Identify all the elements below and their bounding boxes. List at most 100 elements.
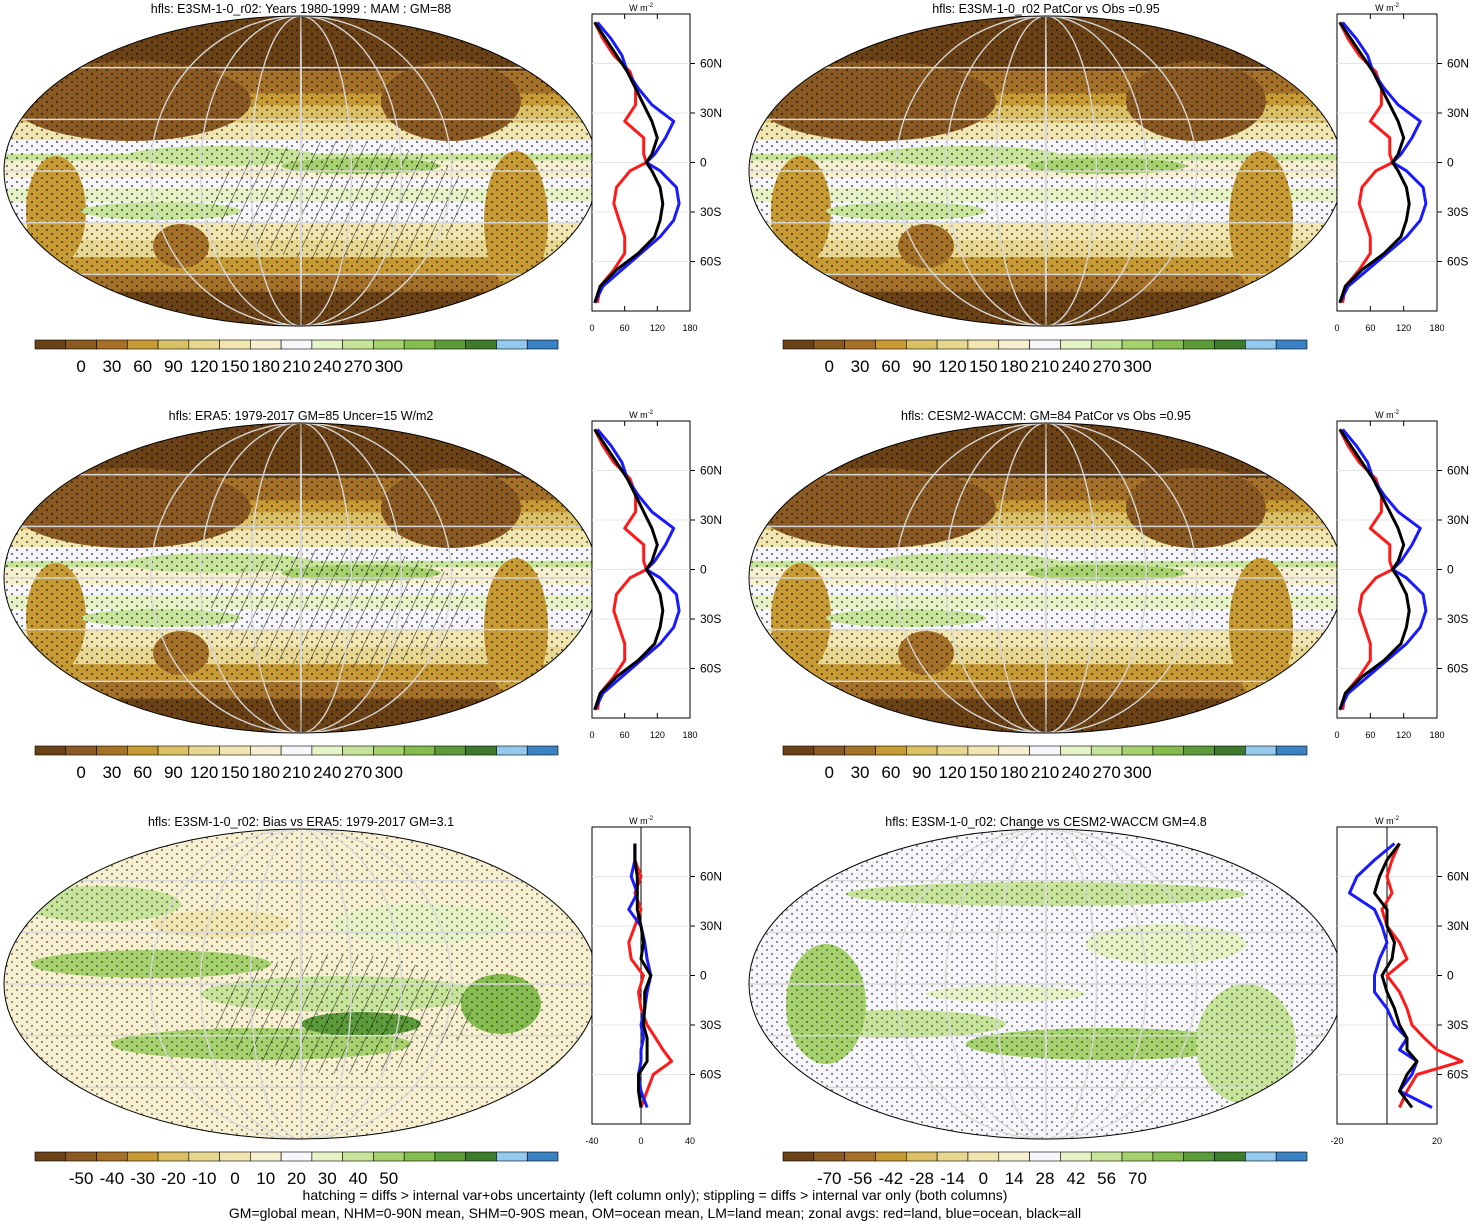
hatching: [211, 954, 471, 1074]
graticule-lon: [1044, 829, 1048, 1139]
colorbar-swatch: [782, 745, 815, 756]
graticule-lon: [149, 423, 453, 733]
colorbar-swatch: [1121, 745, 1154, 756]
colorbar-1: 0 30 60 90 120 150 180 210 240 270 300: [34, 339, 559, 376]
zonal-unit-exponent: -2: [648, 816, 654, 822]
colorbar-tick-label: -56: [848, 1169, 873, 1188]
colorbar-swatch: [998, 745, 1030, 756]
colorbar-tick-label: 150: [969, 357, 997, 376]
colorbar-tick-label: 30: [318, 1169, 337, 1188]
zonal-plot-2: W m-2 60N 30N 0 30S 60S 0 60 120 180: [1334, 3, 1469, 333]
colorbar-tick-label: 270: [344, 357, 372, 376]
colorbar-tick-label: 240: [313, 763, 341, 782]
zonal-xtick-label: 20: [1432, 1136, 1442, 1146]
colorbar-swatch: [157, 1151, 190, 1162]
graticule-lon: [894, 829, 1198, 1139]
colorbar-swatch: [34, 1151, 67, 1162]
colorbar-swatch: [875, 339, 907, 350]
zonal-unit-label: W m-2: [1375, 816, 1399, 826]
colorbar-swatch: [1245, 1151, 1277, 1162]
zonal-curve-black: [1373, 842, 1419, 1109]
zonal-plot-1: W m-2 60N 30N 0 30S 60S 0 60 120 180: [589, 3, 722, 333]
zonal-ytick-label: 0: [1447, 156, 1454, 170]
colorbar-swatch: [434, 1151, 467, 1162]
panel-title-4: hfls: CESM2-WACCM: GM=84 PatCor vs Obs =…: [901, 409, 1191, 423]
colorbar-swatch: [526, 339, 559, 350]
zonal-plot-4: W m-2 60N 30N 0 30S 60S 0 60 120 180: [1334, 410, 1469, 740]
colorbar-swatch: [65, 1151, 97, 1162]
zonal-xtick-label: 60: [620, 323, 630, 333]
panel-title-1: hfls: E3SM-1-0_r02: Years 1980-1999 : MA…: [150, 2, 452, 16]
colorbar-tick-label: 270: [1092, 357, 1120, 376]
zonal-ytick-label: 0: [700, 156, 707, 170]
colorbar-tick-label: 120: [190, 763, 218, 782]
colorbar-tick-label: -10: [192, 1169, 217, 1188]
colorbar-3: 0 30 60 90 120 150 180 210 240 270 300: [34, 745, 559, 782]
colorbar-tick-label: 40: [349, 1169, 368, 1188]
colorbar-swatch: [967, 745, 1000, 756]
zonal-xtick-label: 0: [1334, 323, 1339, 333]
colorbar-swatch: [998, 339, 1030, 350]
colorbar-tick-label: -30: [130, 1169, 155, 1188]
zonal-curve-black: [593, 428, 665, 711]
colorbar-swatch: [905, 339, 938, 350]
colorbar-swatch: [1029, 745, 1061, 756]
colorbar-tick-label: 50: [379, 1169, 398, 1188]
zonal-unit-exponent: -2: [1394, 3, 1400, 9]
zonal-ytick-label: 60N: [700, 870, 722, 884]
colorbar-tick-label: 240: [1062, 763, 1090, 782]
graticule-lon: [994, 16, 1098, 326]
colorbar-tick-label: 60: [881, 763, 900, 782]
colorbar-swatch: [403, 1151, 436, 1162]
colorbar-tick-label: 30: [851, 357, 870, 376]
graticule-lon: [994, 423, 1098, 733]
colorbar-tick-label: 90: [164, 357, 183, 376]
colorbar-swatch: [157, 339, 190, 350]
zonal-ytick-label: 60S: [700, 1068, 721, 1082]
colorbar-tick-label: 30: [102, 763, 121, 782]
colorbar-2: 0 30 60 90 120 150 180 210 240 270 300: [782, 339, 1308, 376]
zonal-curve-black: [593, 21, 665, 304]
zonal-xtick-label: 120: [1396, 730, 1411, 740]
zonal-xtick-label: 120: [1396, 323, 1411, 333]
graticule-lon: [944, 16, 1148, 326]
colorbar-tick-label: 210: [282, 763, 310, 782]
colorbar-6: -70 -56 -42 -28 -14 0 14 28 42 56 70: [782, 1151, 1308, 1188]
colorbar-swatch: [96, 339, 128, 350]
colorbar-tick-label: -50: [69, 1169, 94, 1188]
colorbar-tick-label: 150: [969, 763, 997, 782]
zonal-curve-black: [1338, 428, 1411, 711]
colorbar-swatch: [998, 1151, 1030, 1162]
zonal-ytick-label: 30N: [1447, 513, 1469, 527]
colorbar-4: 0 30 60 90 120 150 180 210 240 270 300: [782, 745, 1308, 782]
zonal-unit-label: W m-2: [1375, 3, 1399, 13]
colorbar-tick-label: -14: [940, 1169, 965, 1188]
zonal-xtick-label: 180: [1429, 323, 1444, 333]
colorbar-tick-label: 30: [851, 763, 870, 782]
colorbar-tick-label: 210: [282, 357, 310, 376]
map-panel-2: [749, 16, 1343, 326]
colorbar-5: -50 -40 -30 -20 -10 0 10 20 30 40 50: [34, 1151, 559, 1188]
colorbar-swatch: [403, 339, 436, 350]
colorbar-swatch: [157, 745, 190, 756]
colorbar-swatch: [311, 745, 343, 756]
colorbar-swatch: [1183, 1151, 1215, 1162]
colorbar-swatch: [905, 745, 938, 756]
graticule-lon: [149, 829, 453, 1139]
map-panel-5: [4, 829, 598, 1139]
graticule-lon: [299, 423, 303, 733]
zonal-xtick-label: 60: [620, 730, 630, 740]
zonal-ytick-label: 30S: [700, 612, 721, 626]
zonal-ytick-label: 0: [1447, 969, 1454, 983]
colorbar-tick-label: 180: [252, 357, 280, 376]
colorbar-tick-label: -40: [100, 1169, 125, 1188]
zonal-plot-5: W m-2 60N 30N 0 30S 60S -40 0 40: [585, 816, 722, 1146]
colorbar-swatch: [250, 339, 282, 350]
graticule-lon: [1044, 16, 1048, 326]
colorbar-swatch: [1060, 339, 1092, 350]
colorbar-tick-label: 210: [1031, 763, 1059, 782]
colorbar-swatch: [1152, 339, 1185, 350]
zonal-xtick-label: 120: [650, 323, 665, 333]
colorbar-swatch: [1090, 339, 1123, 350]
